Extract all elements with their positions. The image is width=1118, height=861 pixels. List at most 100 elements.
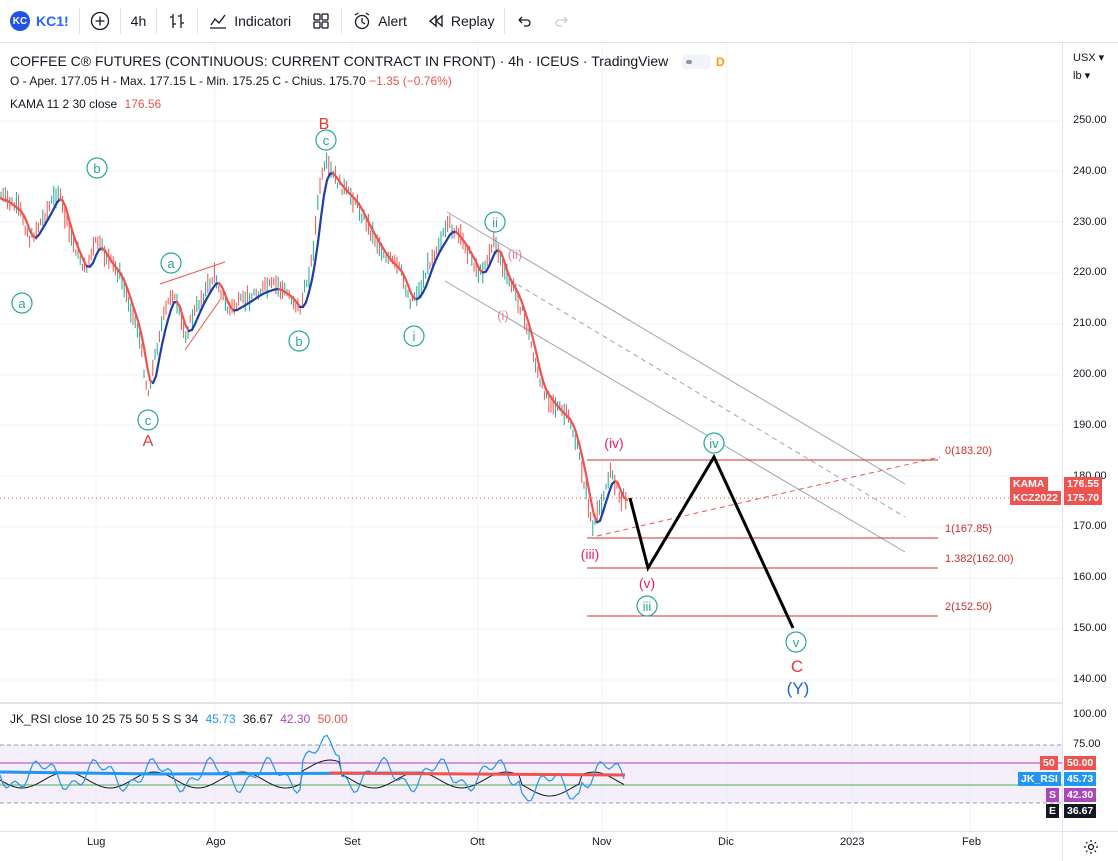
kama-segment xyxy=(594,515,597,522)
rsi-name: JK_RSI close 10 25 75 50 5 S S 34 xyxy=(10,712,198,726)
delayed-badge[interactable]: D xyxy=(716,55,725,69)
interval-button[interactable]: 4h xyxy=(121,0,157,42)
kama-axis-tag: 176.55 xyxy=(1064,477,1102,491)
chart-legend-title[interactable]: COFFEE C® FUTURES (CONTINUOUS: CURRENT C… xyxy=(10,53,725,69)
price-change: −1.35 (−0.76%) xyxy=(369,74,452,88)
kama-segment xyxy=(321,195,324,217)
wave-label-paren-iv: (iv) xyxy=(604,435,623,451)
kama-segment xyxy=(618,483,621,491)
undo-button[interactable] xyxy=(505,0,543,42)
indicators-icon xyxy=(208,11,228,31)
kama-segment xyxy=(159,345,162,360)
kama-segment xyxy=(603,502,606,512)
ohlc-values: O - Aper. 177.05 H - Max. 177.15 L - Min… xyxy=(10,74,366,88)
price-bars xyxy=(1,153,626,536)
time-tick: Feb xyxy=(962,836,981,848)
price-tick: 230.00 xyxy=(1073,216,1107,228)
rsi-e-tag: 36.67 xyxy=(1064,804,1096,818)
kama-segment xyxy=(582,456,585,470)
kama-segment xyxy=(306,292,309,302)
kama-line xyxy=(0,173,627,522)
wave-label-iii: iii xyxy=(643,599,652,614)
rsi-50-tag: 50.00 xyxy=(1064,756,1096,770)
channel-lower-line[interactable] xyxy=(445,281,905,552)
symbol-search[interactable]: KC KC1! xyxy=(0,0,79,42)
kama-segment xyxy=(198,310,201,317)
price-tick: 240.00 xyxy=(1073,165,1107,177)
top-toolbar: KC KC1! 4h Indicatori Alert Replay xyxy=(0,0,1118,43)
kama-segment xyxy=(144,347,147,365)
kama-segment xyxy=(156,360,159,376)
last-price-tag: 175.70 xyxy=(1064,491,1102,505)
kama-segment xyxy=(123,278,126,285)
last-price-tag-label: KCZ2022 xyxy=(1010,491,1061,505)
kama-segment xyxy=(585,469,588,484)
channel-middle-line[interactable] xyxy=(510,280,905,517)
kama-segment xyxy=(405,278,408,285)
kama-name: KAMA 11 2 30 close xyxy=(10,97,117,111)
rsi-s-tag: 42.30 xyxy=(1064,788,1096,802)
layout-button[interactable] xyxy=(301,0,341,42)
alert-label: Alert xyxy=(378,13,407,29)
price-tick: 190.00 xyxy=(1073,419,1107,431)
time-tick: Dic xyxy=(718,836,734,848)
price-tick: 220.00 xyxy=(1073,266,1107,278)
redo-icon xyxy=(553,12,571,30)
rsi-tick: 100.00 xyxy=(1073,708,1107,720)
kama-segment xyxy=(600,512,603,521)
wave-label-iv: iv xyxy=(709,436,719,451)
chart-style-button[interactable] xyxy=(157,0,197,42)
kama-segment xyxy=(528,321,531,331)
alert-button[interactable]: Alert xyxy=(342,0,417,42)
trend-channel[interactable] xyxy=(445,212,940,552)
rsi-value-50: 50.00 xyxy=(318,712,348,726)
status-pill[interactable] xyxy=(682,55,710,69)
kama-segment xyxy=(429,270,432,279)
kama-segment xyxy=(165,320,168,332)
redo-button[interactable] xyxy=(543,0,581,42)
wave-label-b2: b xyxy=(295,334,302,349)
projection-dashed-line[interactable] xyxy=(597,457,940,536)
kama-legend[interactable]: KAMA 11 2 30 close 176.56 xyxy=(10,97,161,111)
kama-segment xyxy=(162,331,165,344)
price-axis[interactable]: USX ▾ lb ▾ 250.00 240.00 230.00 220.00 2… xyxy=(1062,43,1118,831)
more-icon xyxy=(686,60,692,64)
wave-label-big-y: (Y) xyxy=(787,679,810,698)
kama-segment xyxy=(171,302,174,309)
rsi-s-tag-label: S xyxy=(1046,788,1059,802)
kama-segment xyxy=(609,484,612,493)
kama-segment xyxy=(129,293,132,302)
chart-settings-button[interactable] xyxy=(1062,831,1118,861)
ohlc-legend: O - Aper. 177.05 H - Max. 177.15 L - Min… xyxy=(10,74,452,88)
kama-segment xyxy=(624,498,627,500)
time-tick: Set xyxy=(344,836,361,848)
kama-segment xyxy=(168,310,171,320)
kama-segment xyxy=(75,239,78,247)
rsi-main-tag-label: JK_RSI xyxy=(1018,772,1061,786)
wave-label-b1: b xyxy=(93,161,100,176)
rsi-legend[interactable]: JK_RSI close 10 25 75 50 5 S S 34 45.73 … xyxy=(10,712,348,726)
bars-icon xyxy=(167,11,187,31)
time-tick: Ott xyxy=(470,836,485,848)
indicators-button[interactable]: Indicatori xyxy=(198,0,301,42)
time-tick: Nov xyxy=(592,836,612,848)
currency-selector[interactable]: USX ▾ xyxy=(1073,51,1104,64)
kama-segment xyxy=(534,343,537,356)
kama-segment xyxy=(81,254,84,261)
unit-selector[interactable]: lb ▾ xyxy=(1073,69,1090,82)
wave-label-a2: a xyxy=(167,256,175,271)
wave-label-c1: c xyxy=(145,413,152,428)
replay-button[interactable]: Replay xyxy=(417,0,505,42)
compare-button[interactable] xyxy=(80,0,120,42)
kama-segment xyxy=(153,376,156,383)
time-tick: Ago xyxy=(206,836,226,848)
time-axis[interactable] xyxy=(0,831,1062,861)
rsi-trend-red xyxy=(330,773,625,775)
kama-segment xyxy=(66,208,69,219)
wave-label-paren-ii: (ii) xyxy=(508,247,522,262)
kama-segment xyxy=(72,230,75,239)
kama-segment xyxy=(576,432,579,443)
kama-segment xyxy=(591,501,594,515)
wave-label-i: i xyxy=(413,329,416,344)
kama-segment xyxy=(318,217,321,242)
